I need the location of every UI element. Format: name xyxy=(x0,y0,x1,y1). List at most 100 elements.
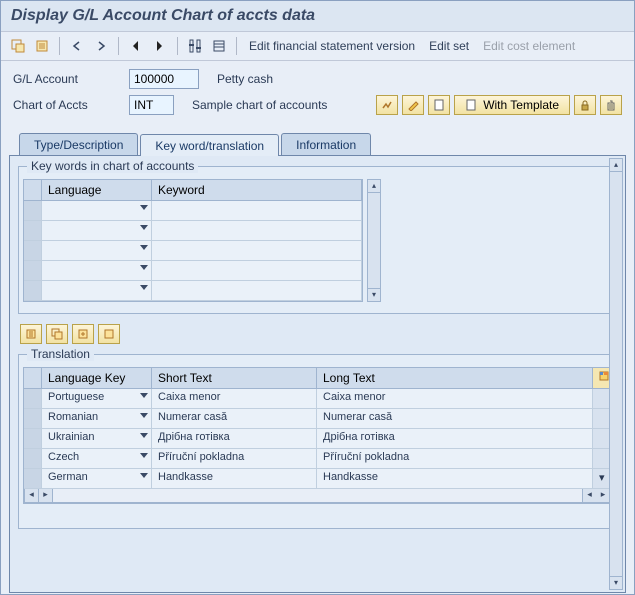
chevron-down-icon xyxy=(140,265,148,270)
settings-icon[interactable] xyxy=(98,324,120,344)
edit-icon[interactable] xyxy=(402,95,424,115)
prev-object-icon[interactable] xyxy=(66,36,88,56)
translation-toolbar xyxy=(20,324,617,344)
chevron-down-icon xyxy=(140,205,148,210)
kw-row xyxy=(24,281,362,301)
scroll-left-icon[interactable]: ◂ xyxy=(25,489,39,502)
row-selector[interactable] xyxy=(24,389,42,408)
with-template-button[interactable]: With Template xyxy=(454,95,570,115)
template-doc-icon xyxy=(465,99,477,111)
row-selector[interactable] xyxy=(24,409,42,428)
long-text-cell[interactable]: Numerar casă xyxy=(317,409,593,428)
scroll-left-icon-2[interactable]: ◂ xyxy=(582,489,596,502)
next-icon[interactable] xyxy=(149,36,171,56)
other-object-icon[interactable] xyxy=(31,36,53,56)
scroll-up-icon[interactable]: ▴ xyxy=(609,158,623,172)
short-text-cell[interactable]: Handkasse xyxy=(152,469,317,488)
table-row: RomanianNumerar casăNumerar casă xyxy=(24,409,611,429)
check-icon[interactable] xyxy=(376,95,398,115)
chevron-down-icon xyxy=(140,225,148,230)
row-selector[interactable] xyxy=(24,469,42,488)
edit-fsv-link[interactable]: Edit financial statement version xyxy=(243,37,421,55)
first-icon[interactable] xyxy=(125,36,147,56)
header-form: G/L Account Petty cash Chart of Accts Sa… xyxy=(1,61,634,125)
kw-vertical-scrollbar[interactable]: ▴ ▾ xyxy=(367,179,381,302)
chevron-down-icon xyxy=(140,473,148,478)
table-row: PortugueseCaixa menorCaixa menor xyxy=(24,389,611,409)
chevron-down-icon xyxy=(140,393,148,398)
short-text-cell[interactable]: Příruční pokladna xyxy=(152,449,317,468)
kw-select-all[interactable] xyxy=(24,180,42,200)
long-text-cell[interactable]: Příruční pokladna xyxy=(317,449,593,468)
tab-keyword-translation[interactable]: Key word/translation xyxy=(140,134,279,156)
tr-col-long-text: Long Text xyxy=(317,368,593,388)
gl-account-desc: Petty cash xyxy=(217,72,273,86)
edit-set-link[interactable]: Edit set xyxy=(423,37,475,55)
kw-row xyxy=(24,201,362,221)
coa-label: Chart of Accts xyxy=(13,98,123,112)
translation-group-title: Translation xyxy=(27,347,94,361)
chevron-down-icon xyxy=(140,285,148,290)
next-object-icon-1[interactable] xyxy=(90,36,112,56)
display-change-icon[interactable] xyxy=(7,36,29,56)
copy-icon[interactable] xyxy=(46,324,68,344)
chevron-down-icon xyxy=(140,245,148,250)
move-icon[interactable] xyxy=(72,324,94,344)
row-selector[interactable] xyxy=(24,449,42,468)
table-row: CzechPříruční pokladnaPříruční pokladna xyxy=(24,449,611,469)
keywords-group-title: Key words in chart of accounts xyxy=(27,159,198,173)
window-title: Display G/L Account Chart of accts data xyxy=(1,1,634,32)
kw-lang-cell[interactable] xyxy=(42,201,152,220)
kw-row xyxy=(24,241,362,261)
tr-horizontal-scrollbar[interactable]: ◂ ▸ ◂ ▸ xyxy=(24,489,611,503)
translation-table: Language Key Short Text Long Text Portug… xyxy=(23,367,612,504)
tab-strip: Type/Description Key word/translation In… xyxy=(19,133,634,155)
keywords-table: Language Keyword xyxy=(23,179,363,302)
translation-group: Translation Language Key Short Text Long… xyxy=(18,354,617,529)
kw-row xyxy=(24,261,362,281)
tab-panel: Key words in chart of accounts Language … xyxy=(9,155,626,593)
lang-key-cell[interactable]: Portuguese xyxy=(42,389,152,408)
filter-icon[interactable] xyxy=(184,36,206,56)
keywords-group: Key words in chart of accounts Language … xyxy=(18,166,617,314)
lock-icon[interactable] xyxy=(574,95,596,115)
kw-row xyxy=(24,221,362,241)
scroll-down-icon[interactable]: ▾ xyxy=(609,576,623,590)
gl-account-input[interactable] xyxy=(129,69,199,89)
long-text-cell[interactable]: Handkasse xyxy=(317,469,593,488)
kw-cell[interactable] xyxy=(152,201,362,220)
kw-col-keyword: Keyword xyxy=(152,180,362,200)
scroll-right-icon[interactable]: ▸ xyxy=(39,489,53,502)
tr-col-language-key: Language Key xyxy=(42,368,152,388)
lang-key-cell[interactable]: Czech xyxy=(42,449,152,468)
tr-col-short-text: Short Text xyxy=(152,368,317,388)
new-entries-icon[interactable] xyxy=(20,324,42,344)
scroll-up-icon[interactable]: ▴ xyxy=(367,179,381,193)
scroll-right-icon-2[interactable]: ▸ xyxy=(596,489,610,502)
gl-account-label: G/L Account xyxy=(13,72,123,86)
panel-vertical-scrollbar[interactable]: ▴ ▾ xyxy=(609,158,623,590)
edit-cost-link: Edit cost element xyxy=(477,37,581,55)
chevron-down-icon xyxy=(140,433,148,438)
tr-select-all[interactable] xyxy=(24,368,42,388)
tab-type-description[interactable]: Type/Description xyxy=(19,133,138,155)
short-text-cell[interactable]: Caixa menor xyxy=(152,389,317,408)
short-text-cell[interactable]: Numerar casă xyxy=(152,409,317,428)
new-doc-icon[interactable] xyxy=(428,95,450,115)
tab-information[interactable]: Information xyxy=(281,133,371,155)
list-icon[interactable] xyxy=(208,36,230,56)
kw-col-language: Language xyxy=(42,180,152,200)
lang-key-cell[interactable]: Romanian xyxy=(42,409,152,428)
long-text-cell[interactable]: Caixa menor xyxy=(317,389,593,408)
scroll-down-icon[interactable]: ▾ xyxy=(367,288,381,302)
with-template-label: With Template xyxy=(483,98,559,112)
row-selector[interactable] xyxy=(24,429,42,448)
sap-window: Display G/L Account Chart of accts data … xyxy=(0,0,635,595)
coa-input[interactable] xyxy=(129,95,174,115)
short-text-cell[interactable]: Дрібна готівка xyxy=(152,429,317,448)
long-text-cell[interactable]: Дрібна готівка xyxy=(317,429,593,448)
lang-key-cell[interactable]: German xyxy=(42,469,152,488)
chevron-down-icon xyxy=(140,413,148,418)
lang-key-cell[interactable]: Ukrainian xyxy=(42,429,152,448)
delete-icon[interactable] xyxy=(600,95,622,115)
